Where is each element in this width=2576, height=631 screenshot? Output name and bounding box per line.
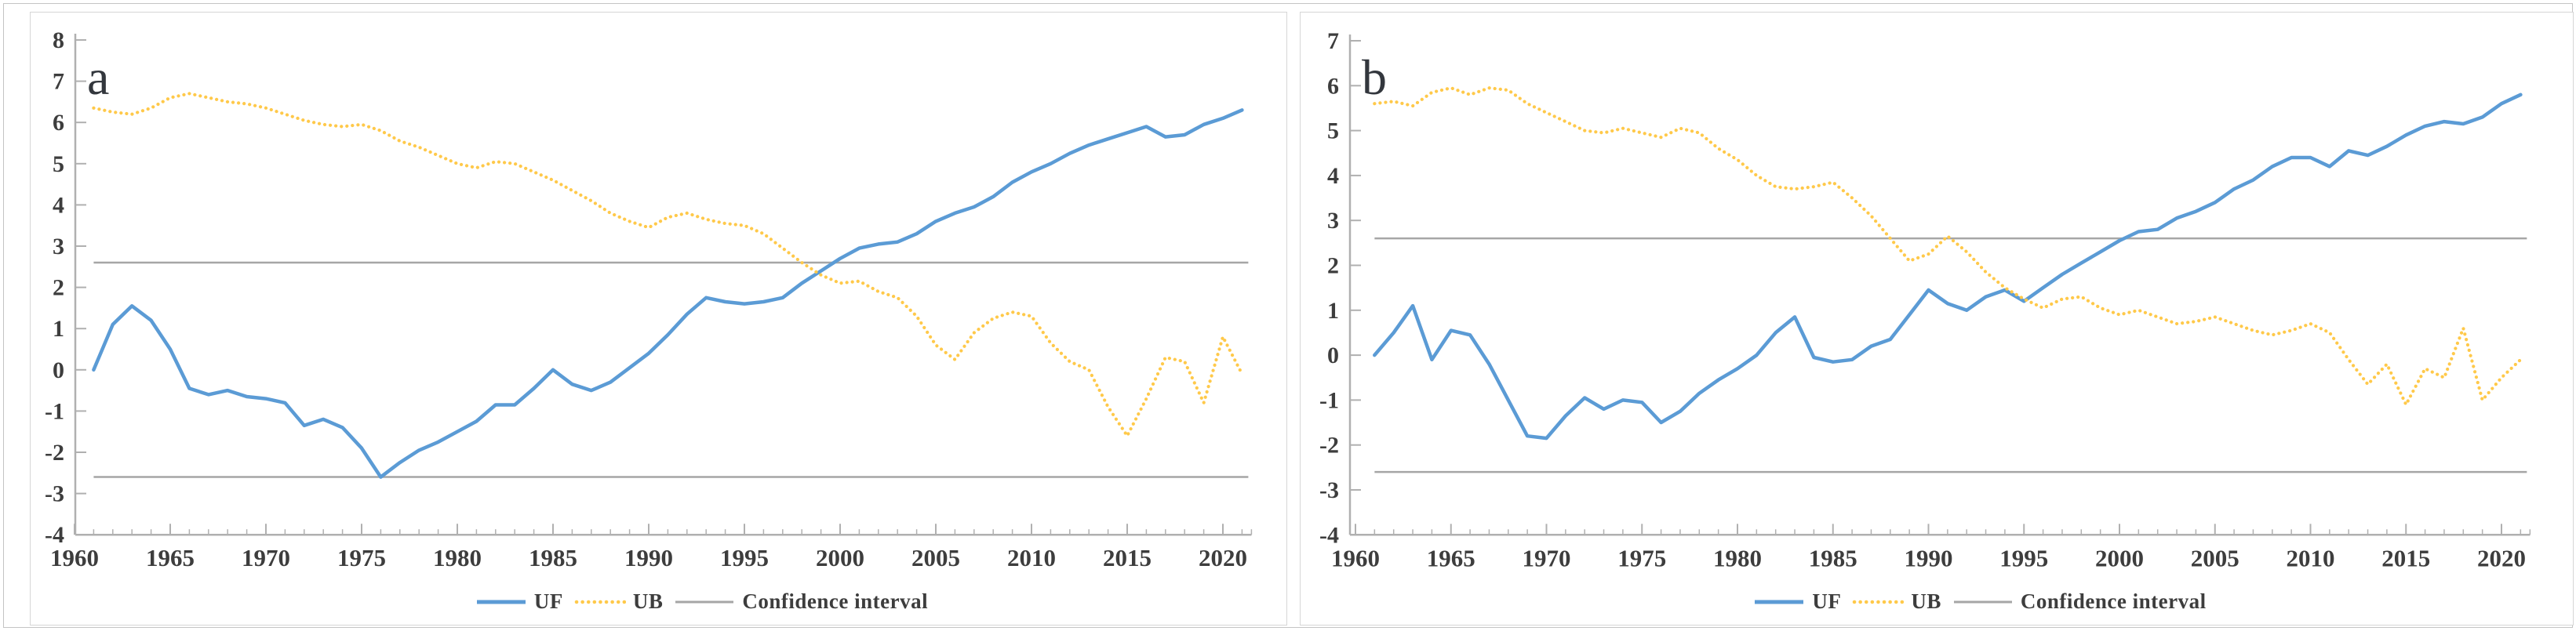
svg-text:1: 1 bbox=[1327, 298, 1339, 324]
uf-line-sample-icon bbox=[1755, 600, 1804, 604]
svg-text:6: 6 bbox=[53, 110, 64, 136]
svg-text:5: 5 bbox=[1327, 118, 1339, 144]
svg-text:1975: 1975 bbox=[337, 544, 386, 571]
legend-item-ub: UB bbox=[1852, 589, 1941, 614]
svg-text:-2: -2 bbox=[45, 440, 64, 466]
svg-text:1995: 1995 bbox=[1999, 544, 2048, 571]
legend-item-uf: UF bbox=[475, 589, 563, 614]
svg-text:2005: 2005 bbox=[2191, 544, 2239, 571]
uf-line-sample-icon bbox=[476, 600, 526, 604]
legend-label-uf: UF bbox=[1812, 589, 1842, 613]
svg-text:-1: -1 bbox=[45, 398, 64, 424]
legend-label-ci: Confidence interval bbox=[742, 589, 929, 613]
svg-text:1970: 1970 bbox=[1523, 544, 1571, 571]
chart-panel-b: 7 6 5 4 3 2 1 0 -1 -2 -3 -4 1960 1965 1970 1975 1980 1985… bbox=[1300, 12, 2574, 626]
svg-text:2000: 2000 bbox=[816, 544, 864, 571]
svg-text:1990: 1990 bbox=[624, 544, 673, 571]
svg-text:2015: 2015 bbox=[2381, 544, 2430, 571]
legend-label-ub: UB bbox=[1911, 589, 1941, 613]
ci-line-sample-icon bbox=[1953, 600, 2012, 603]
chart-panel-a: 8 7 6 5 4 3 2 1 0 -1 -2 -3 -4 1960 1965 1970 1975 1980 198… bbox=[30, 12, 1287, 626]
svg-text:-4: -4 bbox=[1319, 522, 1339, 548]
legend-a: UF UB Confidence interval bbox=[74, 589, 1330, 614]
svg-text:2: 2 bbox=[1327, 253, 1339, 279]
svg-text:-3: -3 bbox=[1319, 477, 1339, 503]
legend-label-ci: Confidence interval bbox=[2020, 589, 2207, 613]
svg-text:1985: 1985 bbox=[1809, 544, 1857, 571]
svg-text:0: 0 bbox=[1327, 343, 1339, 368]
legend-label-ub: UB bbox=[632, 589, 664, 613]
svg-text:2005: 2005 bbox=[911, 544, 960, 571]
legend-label-uf: UF bbox=[533, 589, 563, 613]
legend-item-uf: UF bbox=[1753, 589, 1841, 614]
svg-text:2000: 2000 bbox=[2095, 544, 2144, 571]
svg-text:b: b bbox=[1362, 49, 1387, 105]
svg-text:1970: 1970 bbox=[242, 544, 290, 571]
figure-frame: 8 7 6 5 4 3 2 1 0 -1 -2 -3 -4 1960 1965 1970 1975 1980 198… bbox=[3, 3, 2574, 628]
svg-text:-1: -1 bbox=[1319, 387, 1339, 413]
svg-text:1965: 1965 bbox=[146, 544, 195, 571]
svg-text:1960: 1960 bbox=[50, 544, 99, 571]
svg-text:4: 4 bbox=[1327, 163, 1339, 189]
svg-text:1990: 1990 bbox=[1905, 544, 1953, 571]
legend-item-ci: Confidence interval bbox=[674, 589, 928, 614]
svg-text:6: 6 bbox=[1327, 73, 1339, 99]
svg-text:1980: 1980 bbox=[433, 544, 482, 571]
svg-text:4: 4 bbox=[53, 192, 64, 218]
svg-text:2020: 2020 bbox=[1199, 544, 1247, 571]
svg-text:2: 2 bbox=[53, 275, 64, 301]
svg-text:2010: 2010 bbox=[2287, 544, 2335, 571]
svg-text:3: 3 bbox=[1327, 208, 1339, 234]
svg-text:1960: 1960 bbox=[1331, 544, 1380, 571]
svg-text:2010: 2010 bbox=[1007, 544, 1056, 571]
ub-dotted-sample-icon bbox=[574, 600, 626, 604]
legend-b: UF UB Confidence interval bbox=[1344, 589, 2576, 614]
svg-text:-3: -3 bbox=[45, 481, 64, 507]
svg-text:1995: 1995 bbox=[720, 544, 769, 571]
svg-text:1985: 1985 bbox=[529, 544, 577, 571]
legend-item-ub: UB bbox=[574, 589, 664, 614]
ci-line-sample-icon bbox=[675, 600, 734, 603]
ub-dotted-sample-icon bbox=[1853, 600, 1905, 604]
svg-text:5: 5 bbox=[53, 151, 64, 177]
svg-text:1975: 1975 bbox=[1617, 544, 1666, 571]
svg-text:-4: -4 bbox=[45, 522, 64, 548]
svg-text:2015: 2015 bbox=[1103, 544, 1152, 571]
svg-text:0: 0 bbox=[53, 357, 64, 383]
svg-text:1965: 1965 bbox=[1427, 544, 1475, 571]
svg-text:-2: -2 bbox=[1319, 433, 1339, 459]
svg-text:1: 1 bbox=[53, 316, 64, 342]
svg-text:2020: 2020 bbox=[2477, 544, 2526, 571]
svg-text:8: 8 bbox=[53, 27, 64, 53]
svg-text:1980: 1980 bbox=[1713, 544, 1762, 571]
svg-text:7: 7 bbox=[53, 69, 64, 95]
svg-text:a: a bbox=[87, 49, 109, 105]
svg-text:3: 3 bbox=[53, 234, 64, 259]
svg-text:7: 7 bbox=[1327, 28, 1339, 54]
legend-item-ci: Confidence interval bbox=[1952, 589, 2207, 614]
